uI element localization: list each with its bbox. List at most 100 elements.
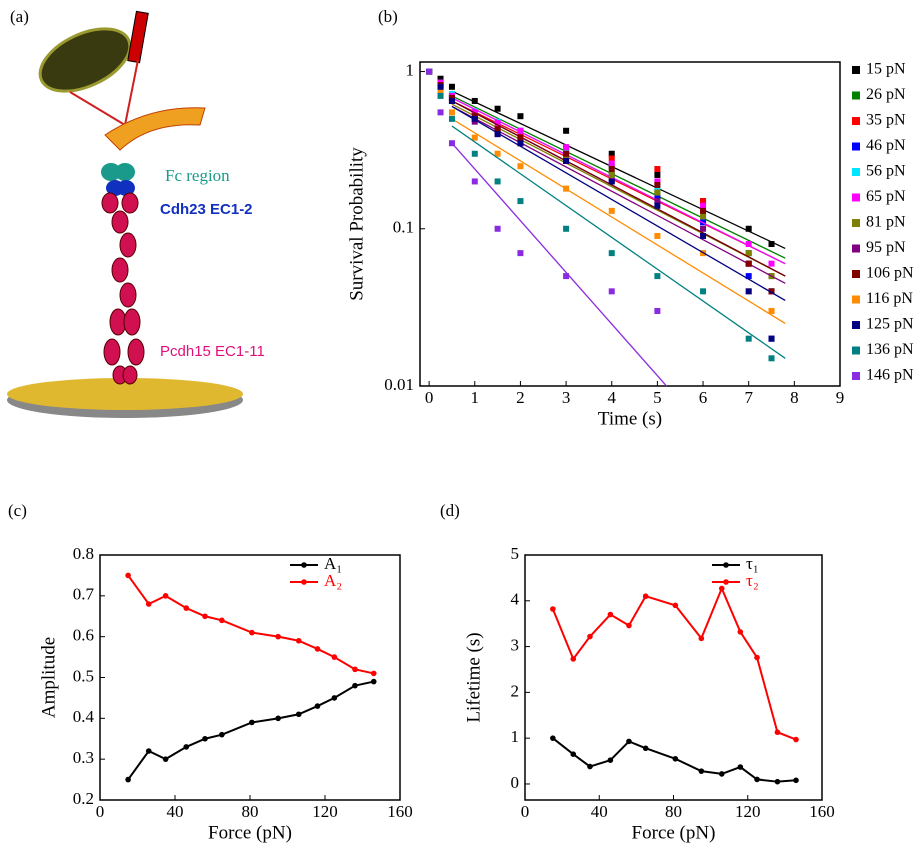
y-axis-label: Survival Probability — [346, 147, 367, 301]
point — [563, 225, 570, 232]
legend-label: 35 pN — [866, 112, 906, 129]
point — [563, 144, 570, 151]
point — [608, 171, 615, 178]
legend-label: 146 pN — [866, 367, 914, 384]
y-tick-label: 5 — [511, 544, 520, 563]
point — [745, 288, 752, 295]
label: Pcdh15 EC1-11 — [160, 343, 265, 360]
fit-line — [451, 90, 786, 250]
x-tick-label: 40 — [167, 802, 184, 821]
point — [745, 241, 752, 248]
y-axis-label: Amplitude — [38, 637, 59, 718]
x-tick-label: 8 — [790, 388, 799, 407]
legend-label: 26 pN — [866, 86, 906, 103]
point — [219, 617, 225, 624]
y-tick-label: 0.8 — [73, 544, 94, 563]
point — [700, 202, 707, 209]
y-tick-label: 0.01 — [384, 375, 414, 394]
point — [202, 613, 208, 620]
point — [608, 155, 615, 162]
point — [793, 736, 799, 743]
x-tick-label: 1 — [471, 388, 480, 407]
point — [608, 207, 615, 214]
legend-swatch — [852, 321, 860, 329]
point — [654, 185, 661, 192]
panel-label: (b) — [378, 7, 398, 26]
point — [295, 637, 302, 644]
y-tick-label: 0.4 — [73, 707, 95, 726]
legend-swatch — [852, 91, 860, 100]
point — [494, 178, 501, 185]
legend-label: τ₂ — [746, 571, 759, 590]
legend-label: 106 pN — [866, 265, 914, 282]
y-tick-label: 0.7 — [73, 585, 95, 604]
point — [471, 150, 478, 157]
point — [314, 646, 321, 652]
point — [570, 751, 577, 758]
point — [698, 768, 705, 774]
fc — [101, 163, 121, 181]
series-line — [127, 574, 374, 675]
legend-label: 15 pN — [866, 61, 906, 78]
point — [587, 763, 593, 770]
point — [162, 756, 169, 762]
fit-line — [451, 142, 668, 387]
point — [494, 225, 501, 232]
point — [654, 189, 661, 196]
point — [219, 731, 225, 738]
point — [700, 225, 707, 232]
fit-line — [451, 105, 786, 284]
point — [494, 150, 501, 157]
x-tick-label: 160 — [809, 802, 835, 821]
point — [718, 771, 725, 777]
legend-label: 65 pN — [866, 188, 906, 205]
y-tick-label: 3 — [511, 635, 520, 654]
point — [331, 695, 338, 701]
point — [471, 115, 478, 122]
point — [448, 94, 455, 101]
legend-label: 125 pN — [866, 316, 914, 333]
point — [608, 288, 615, 295]
point — [437, 83, 444, 90]
point — [700, 213, 707, 220]
point — [202, 735, 208, 742]
legend-swatch — [852, 372, 860, 380]
point — [471, 134, 478, 141]
point — [125, 776, 131, 783]
x-tick-label: 6 — [699, 388, 708, 407]
point — [654, 165, 661, 172]
point — [162, 593, 169, 599]
pcdh15 — [101, 192, 145, 385]
y-tick-label: 2 — [511, 681, 520, 700]
point — [314, 703, 321, 709]
point — [654, 178, 661, 185]
y-tick-label: 1 — [511, 727, 520, 746]
cdh23 — [117, 180, 135, 196]
legend-dot — [301, 562, 307, 568]
y-tick-label: 1 — [406, 60, 415, 79]
point — [563, 157, 570, 164]
x-tick-label: 80 — [242, 802, 259, 821]
x-axis-label: Force (pN) — [632, 822, 716, 843]
x-tick-label: 160 — [387, 802, 413, 821]
series-line — [127, 680, 374, 781]
point — [183, 605, 190, 611]
point — [517, 131, 524, 138]
fit-line — [451, 100, 786, 277]
point — [607, 611, 614, 618]
fit-line — [451, 118, 786, 324]
legend-label: 56 pN — [866, 163, 906, 180]
point — [626, 738, 632, 745]
legend-swatch — [852, 117, 860, 125]
point — [437, 75, 444, 82]
point — [494, 120, 501, 127]
point — [563, 150, 570, 157]
point — [517, 134, 524, 141]
legend-label: 46 pN — [866, 137, 906, 154]
x-tick-label: 40 — [591, 802, 608, 821]
point — [642, 593, 649, 600]
point — [331, 654, 338, 660]
legend-swatch — [852, 219, 860, 227]
point — [745, 273, 752, 280]
x-tick-label: 80 — [665, 802, 682, 821]
